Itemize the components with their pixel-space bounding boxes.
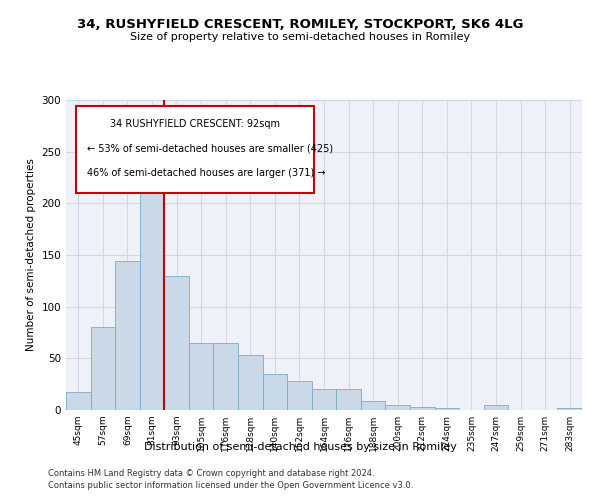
Bar [336, 390, 361, 410]
Bar [361, 400, 385, 410]
Bar [214, 343, 238, 410]
Bar [189, 343, 214, 410]
Y-axis label: Number of semi-detached properties: Number of semi-detached properties [26, 158, 36, 352]
Text: ← 53% of semi-detached houses are smaller (425): ← 53% of semi-detached houses are smalle… [86, 144, 333, 154]
Text: 34 RUSHYFIELD CRESCENT: 92sqm: 34 RUSHYFIELD CRESCENT: 92sqm [110, 118, 280, 128]
Bar [263, 374, 287, 410]
Bar [434, 408, 459, 410]
Bar [312, 390, 336, 410]
Text: Contains HM Land Registry data © Crown copyright and database right 2024.: Contains HM Land Registry data © Crown c… [48, 468, 374, 477]
Bar [66, 392, 91, 410]
FancyBboxPatch shape [76, 106, 314, 193]
Bar [91, 328, 115, 410]
Bar [410, 407, 434, 410]
Text: Distribution of semi-detached houses by size in Romiley: Distribution of semi-detached houses by … [143, 442, 457, 452]
Text: Contains public sector information licensed under the Open Government Licence v3: Contains public sector information licen… [48, 481, 413, 490]
Bar [164, 276, 189, 410]
Bar [115, 261, 140, 410]
Bar [238, 355, 263, 410]
Text: Size of property relative to semi-detached houses in Romiley: Size of property relative to semi-detach… [130, 32, 470, 42]
Bar [385, 405, 410, 410]
Bar [484, 405, 508, 410]
Bar [140, 182, 164, 410]
Text: 34, RUSHYFIELD CRESCENT, ROMILEY, STOCKPORT, SK6 4LG: 34, RUSHYFIELD CRESCENT, ROMILEY, STOCKP… [77, 18, 523, 30]
Text: 46% of semi-detached houses are larger (371) →: 46% of semi-detached houses are larger (… [86, 168, 325, 178]
Bar [287, 381, 312, 410]
Bar [557, 408, 582, 410]
